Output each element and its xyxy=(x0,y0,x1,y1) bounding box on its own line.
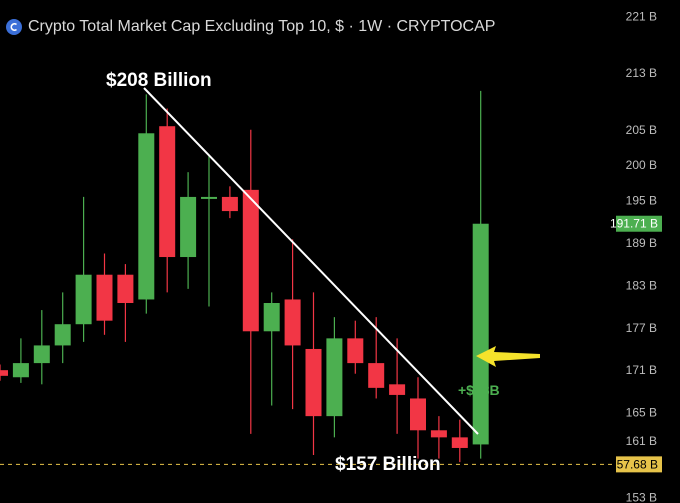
y-tick-label: 195 B xyxy=(626,193,657,207)
low-annotation: $157 Billion xyxy=(335,454,441,475)
chart-header: Crypto Total Market Cap Excluding Top 10… xyxy=(6,18,495,36)
price-tag-label: 157.68 B xyxy=(610,457,658,471)
candle-up xyxy=(326,338,343,417)
arrow-icon xyxy=(476,346,540,367)
candle-up xyxy=(472,223,489,445)
candle-down xyxy=(389,384,406,395)
y-tick-label: 221 B xyxy=(626,10,657,24)
candle-up xyxy=(138,133,155,300)
y-tick-label: 165 B xyxy=(626,406,657,420)
descending-trendline xyxy=(143,87,479,435)
candle-down xyxy=(284,299,301,346)
candle-down xyxy=(347,338,364,364)
cryptocap-logo-icon xyxy=(6,19,22,35)
high-annotation: $208 Billion xyxy=(106,70,212,91)
y-tick-label: 161 B xyxy=(626,434,657,448)
y-tick-label: 177 B xyxy=(626,321,657,335)
gain-annotation: +$48B xyxy=(458,382,500,398)
trendline xyxy=(143,87,479,435)
price-axis: 221 B 213 B 205 B 200 B 195 B 189 B 183 B 177 B… xyxy=(610,10,662,503)
chart-title: Crypto Total Market Cap Excluding Top 10… xyxy=(28,18,496,35)
candle-up xyxy=(75,274,92,325)
candle-down xyxy=(96,274,113,321)
candle-down xyxy=(117,274,134,303)
candle-down xyxy=(159,126,176,258)
candle-down xyxy=(0,370,8,376)
candle-down xyxy=(451,437,468,448)
y-tick-label: 171 B xyxy=(626,363,657,377)
y-tick-label: 213 B xyxy=(626,66,657,80)
candle-down xyxy=(221,196,238,212)
candle-up xyxy=(263,303,280,332)
candle-down xyxy=(430,430,447,438)
candle-up xyxy=(180,196,197,258)
candle-up xyxy=(201,196,217,199)
candle-up xyxy=(54,324,71,346)
y-tick-label: 189 B xyxy=(626,236,657,250)
y-tick-label: 205 B xyxy=(626,123,657,137)
y-tick-label: 153 B xyxy=(626,490,657,503)
price-tag-box xyxy=(616,456,662,473)
y-tick-label: 200 B xyxy=(626,158,657,172)
candle-up xyxy=(12,363,29,378)
candle-down xyxy=(305,348,322,417)
yellow-arrow xyxy=(476,346,540,367)
candle-down xyxy=(368,363,385,388)
candle-down xyxy=(410,398,426,431)
candle-up xyxy=(33,345,50,364)
candle-down xyxy=(242,189,259,332)
price-tag-box xyxy=(616,215,662,232)
candles xyxy=(0,90,489,463)
price-tag-label: 191.71 B xyxy=(610,217,658,231)
y-tick-label: 183 B xyxy=(626,278,657,292)
